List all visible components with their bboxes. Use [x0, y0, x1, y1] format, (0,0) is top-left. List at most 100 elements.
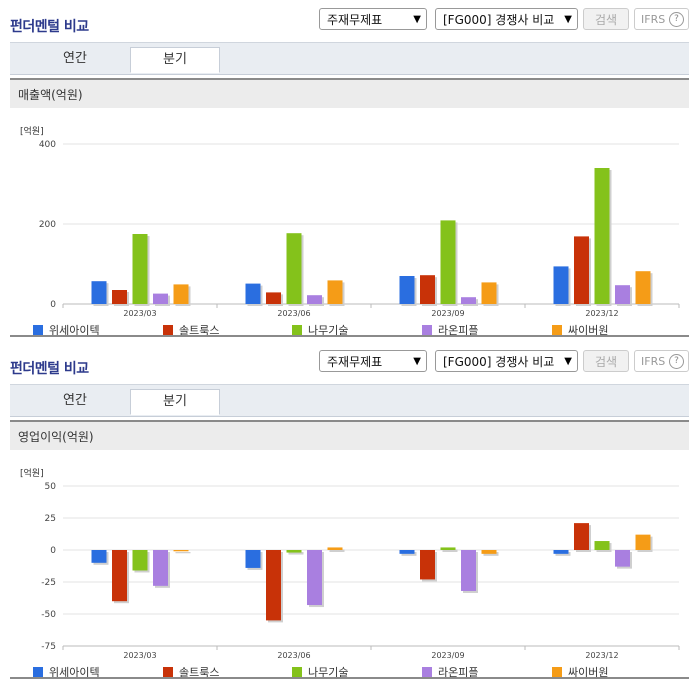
ifrs-button[interactable]: IFRS ?	[634, 8, 689, 30]
revenue-chart: [억원] 0 200 400 2023/03 2023/06 2023/09 2023/12 위…	[20, 125, 680, 337]
bar	[132, 234, 148, 304]
bar	[574, 236, 589, 304]
chevron-down-icon: ▼	[413, 356, 421, 367]
unit-label: [억원]	[20, 125, 44, 137]
compare-select[interactable]: [FG000] 경쟁사 비교 ▼	[435, 350, 578, 372]
legend-label: 나무기술	[308, 324, 348, 337]
bar	[245, 283, 261, 304]
legend-swatch	[422, 325, 432, 335]
statement-select-value: 주재무제표	[327, 13, 383, 27]
x-tick-label: 2023/06	[277, 309, 310, 318]
y-tick-label: -25	[41, 578, 56, 588]
legend-swatch	[292, 325, 302, 335]
search-button[interactable]: 검색	[583, 8, 629, 30]
panel-divider	[10, 335, 689, 337]
bar	[594, 168, 610, 304]
bar	[481, 550, 497, 554]
ifrs-label: IFRS	[641, 13, 666, 26]
bar	[481, 282, 497, 304]
chart-header: 영업이익(억원)	[10, 420, 689, 450]
fundamental-panel-1: 펀더멘털 비교 주재무제표 ▼ [FG000] 경쟁사 비교 ▼ 검색 IFRS…	[0, 8, 696, 340]
compare-select-value: [FG000] 경쟁사 비교	[443, 13, 555, 27]
period-tabs: 연간 분기	[10, 42, 689, 75]
bar-shadow	[288, 552, 304, 555]
legend-swatch	[33, 667, 43, 677]
panel-divider	[10, 677, 689, 679]
tab-quarterly[interactable]: 분기	[130, 47, 220, 73]
bar	[307, 295, 322, 304]
x-tick-label: 2023/09	[431, 309, 464, 318]
bar	[594, 541, 610, 550]
legend-label: 나무기술	[308, 666, 348, 679]
y-tick-label: -75	[41, 642, 56, 652]
panel-header: 펀더멘털 비교 주재무제표 ▼ [FG000] 경쟁사 비교 ▼ 검색 IFRS…	[0, 350, 696, 384]
x-tick-label: 2023/09	[431, 651, 464, 660]
bar	[307, 550, 322, 606]
y-tick-label: 0	[50, 546, 56, 556]
bar	[440, 220, 456, 304]
compare-select[interactable]: [FG000] 경쟁사 비교 ▼	[435, 8, 578, 30]
bar	[461, 550, 476, 591]
bar	[112, 290, 127, 304]
bar	[574, 523, 589, 550]
statement-select[interactable]: 주재무제표 ▼	[319, 8, 427, 30]
help-icon[interactable]: ?	[669, 12, 684, 27]
legend-label: 라온피플	[438, 324, 478, 337]
bar	[440, 547, 456, 550]
legend-label: 라온피플	[438, 666, 478, 679]
tab-quarterly[interactable]: 분기	[130, 389, 220, 415]
bar	[132, 550, 148, 571]
compare-select-value: [FG000] 경쟁사 비교	[443, 355, 555, 369]
y-tick-label: 0	[50, 300, 56, 310]
ifrs-label: IFRS	[641, 355, 666, 368]
legend-label: 솔트룩스	[179, 666, 219, 679]
panel-header: 펀더멘털 비교 주재무제표 ▼ [FG000] 경쟁사 비교 ▼ 검색 IFRS…	[0, 8, 696, 42]
chart-header: 매출액(억원)	[10, 78, 689, 108]
x-tick-label: 2023/12	[585, 651, 618, 660]
help-icon[interactable]: ?	[669, 354, 684, 369]
bar	[173, 284, 189, 304]
bar	[91, 550, 107, 563]
period-tabs: 연간 분기	[10, 384, 689, 417]
bar	[153, 550, 168, 586]
bar	[420, 550, 435, 580]
bar	[173, 550, 189, 552]
statement-select-value: 주재무제표	[327, 355, 383, 369]
bar	[553, 266, 569, 304]
legend-swatch	[552, 325, 562, 335]
search-button[interactable]: 검색	[583, 350, 629, 372]
legend-swatch	[163, 325, 173, 335]
bar-shadow	[483, 552, 499, 556]
statement-select[interactable]: 주재무제표 ▼	[319, 350, 427, 372]
bar	[112, 550, 127, 602]
bar	[91, 281, 107, 304]
legend-swatch	[33, 325, 43, 335]
bar	[461, 297, 476, 304]
bar	[266, 292, 281, 304]
y-tick-label: -50	[41, 610, 56, 620]
operating-profit-chart: [억원] -75 -50 -25 0 25 50 2023/03 2023/06 2023/09 2…	[20, 467, 680, 679]
bar	[635, 271, 651, 304]
unit-label: [억원]	[20, 467, 44, 479]
x-tick-label: 2023/03	[123, 309, 156, 318]
tab-annual[interactable]: 연간	[63, 393, 87, 408]
legend-label: 싸이버원	[568, 666, 608, 679]
fundamental-panel-2: 펀더멘털 비교 주재무제표 ▼ [FG000] 경쟁사 비교 ▼ 검색 IFRS…	[0, 350, 696, 682]
bar	[420, 275, 435, 304]
ifrs-button[interactable]: IFRS ?	[634, 350, 689, 372]
bar	[266, 550, 281, 621]
tab-annual[interactable]: 연간	[63, 51, 87, 66]
bar	[327, 280, 343, 304]
bar-shadow	[175, 552, 191, 554]
legend-swatch	[552, 667, 562, 677]
y-tick-label: 200	[39, 220, 56, 230]
y-tick-label: 25	[45, 514, 56, 524]
legend-swatch	[422, 667, 432, 677]
bar	[615, 285, 630, 304]
bar-shadow	[555, 552, 571, 556]
bar	[615, 550, 630, 567]
y-tick-label: 50	[45, 482, 57, 492]
bar	[286, 550, 302, 553]
bar-shadow	[401, 552, 417, 556]
legend-label: 위세아이텍	[49, 324, 100, 337]
